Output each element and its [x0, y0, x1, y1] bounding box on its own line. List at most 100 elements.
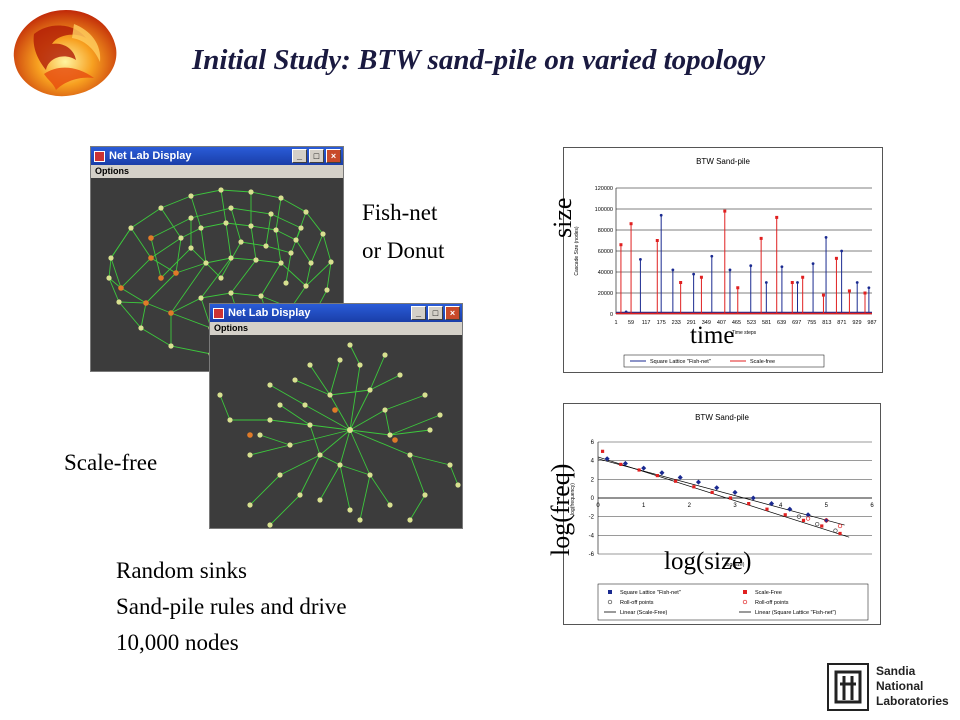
x-tick-label: 987 [867, 320, 876, 326]
chart-title: BTW Sand-pile [695, 413, 749, 422]
data-point [764, 281, 768, 284]
phoenix-logo [13, 10, 117, 97]
y-tick-label: 6 [591, 440, 595, 446]
national-line: National [876, 679, 924, 693]
legend-label: Scale-free [750, 359, 775, 365]
sandia-logo: Sandia National Laboratories [826, 662, 950, 712]
legend-box [623, 354, 825, 368]
data-point [768, 501, 775, 507]
y-tick-label: -2 [589, 515, 595, 521]
bullet-random-sinks: Random sinks [116, 558, 247, 583]
fishnet-label-line1: Fish-net [362, 200, 438, 225]
data-point [838, 531, 842, 536]
options-menu[interactable]: Options [214, 323, 248, 333]
legend-label: Linear (Scale-Free) [620, 610, 668, 616]
data-point [820, 524, 824, 528]
legend-box [597, 583, 869, 621]
y-tick-label: -6 [589, 552, 595, 558]
app-icon [94, 150, 105, 162]
x-tick-label: 523 [747, 320, 756, 326]
data-point [637, 468, 641, 472]
minimize-icon[interactable]: _ [411, 306, 426, 320]
x-tick-label: 6 [870, 503, 874, 509]
btw-timeseries-svg: BTW Sand-pile120000100000800006000040000… [574, 157, 877, 368]
y-tick-label: 120000 [595, 186, 613, 192]
rolloff-point [833, 528, 838, 533]
data-point [629, 222, 633, 226]
x-tick-label: 291 [687, 320, 696, 326]
x-tick-label: 5 [825, 503, 829, 509]
data-point [790, 281, 794, 284]
x-tick-label: 2 [688, 503, 692, 509]
data-point [659, 213, 663, 217]
window-titlebar[interactable]: Net Lab Display _ □ × [210, 304, 462, 322]
rolloff-point [824, 518, 829, 523]
legend-label: Square Lattice "Fish-net" [620, 590, 681, 596]
data-point [674, 479, 678, 483]
x-tick-label: 581 [762, 320, 771, 326]
x-tick-label: 1 [614, 320, 617, 326]
x-tick-label: 117 [642, 320, 651, 326]
x-tick-label: 697 [792, 320, 801, 326]
rolloff-point [805, 516, 811, 521]
bullet-sandpile-rules: Sand-pile rules and drive [116, 594, 347, 619]
legend-label: Roll-off points [755, 600, 789, 606]
x-tick-label: 175 [657, 320, 666, 326]
scalefree-graph-area [210, 335, 462, 528]
data-point [759, 236, 763, 240]
legend-label: Roll-off points [620, 600, 654, 606]
data-point [780, 265, 784, 269]
fishnet-label-line2: or Donut [362, 238, 445, 263]
x-tick-label: 407 [717, 320, 726, 326]
close-icon[interactable]: × [326, 149, 341, 163]
chart-title: BTW Sand-pile [696, 157, 750, 166]
data-point [749, 264, 753, 268]
sandia-logo-mark [827, 663, 869, 711]
y-tick-label: -4 [589, 533, 595, 539]
options-menu[interactable]: Options [95, 166, 129, 176]
minimize-icon[interactable]: _ [292, 149, 307, 163]
maximize-icon[interactable]: □ [309, 149, 324, 163]
data-point [728, 268, 732, 272]
data-point [750, 495, 756, 501]
size-axis-overlay: size [548, 197, 577, 238]
close-icon[interactable]: × [445, 306, 460, 320]
logfreq-axis-overlay: log(freq) [546, 463, 575, 556]
data-point [723, 209, 727, 213]
data-point [732, 489, 738, 495]
data-point [714, 485, 720, 491]
data-point [619, 243, 623, 247]
logsize-axis-overlay: log(size) [664, 548, 752, 575]
sandia-text: Sandia National Laboratories [876, 664, 949, 709]
net-lab-window-scalefree[interactable]: Net Lab Display _ □ × Options [209, 303, 463, 529]
time-axis-overlay: time [690, 322, 735, 349]
x-axis-label: log(size) [726, 562, 745, 568]
data-point [840, 249, 844, 253]
data-point [710, 490, 714, 494]
y-tick-label: 0 [610, 312, 613, 318]
data-point [765, 507, 769, 511]
x-tick-label: 233 [672, 320, 681, 326]
maximize-icon[interactable]: □ [428, 306, 443, 320]
x-tick-label: 0 [596, 503, 600, 509]
x-tick-label: 59 [628, 320, 634, 326]
data-point [728, 496, 733, 500]
scalefree-graph [217, 342, 461, 528]
rolloff-point [837, 523, 843, 529]
x-tick-label: 3 [733, 503, 737, 509]
data-point [847, 289, 851, 293]
rolloff-point [815, 521, 820, 527]
data-point [824, 235, 828, 239]
x-tick-label: 349 [702, 320, 711, 326]
slide-title: Initial Study: BTW sand-pile on varied t… [192, 44, 766, 76]
data-point [834, 256, 838, 260]
data-point [801, 518, 806, 522]
x-axis-label: Time steps [732, 330, 757, 336]
data-point [695, 479, 702, 485]
data-point [655, 239, 659, 242]
data-point [747, 502, 751, 506]
window-titlebar[interactable]: Net Lab Display _ □ × [91, 147, 343, 165]
scalefree-label: Scale-free [64, 450, 158, 475]
window-title: Net Lab Display [109, 150, 192, 162]
y-tick-label: 40000 [598, 270, 613, 276]
